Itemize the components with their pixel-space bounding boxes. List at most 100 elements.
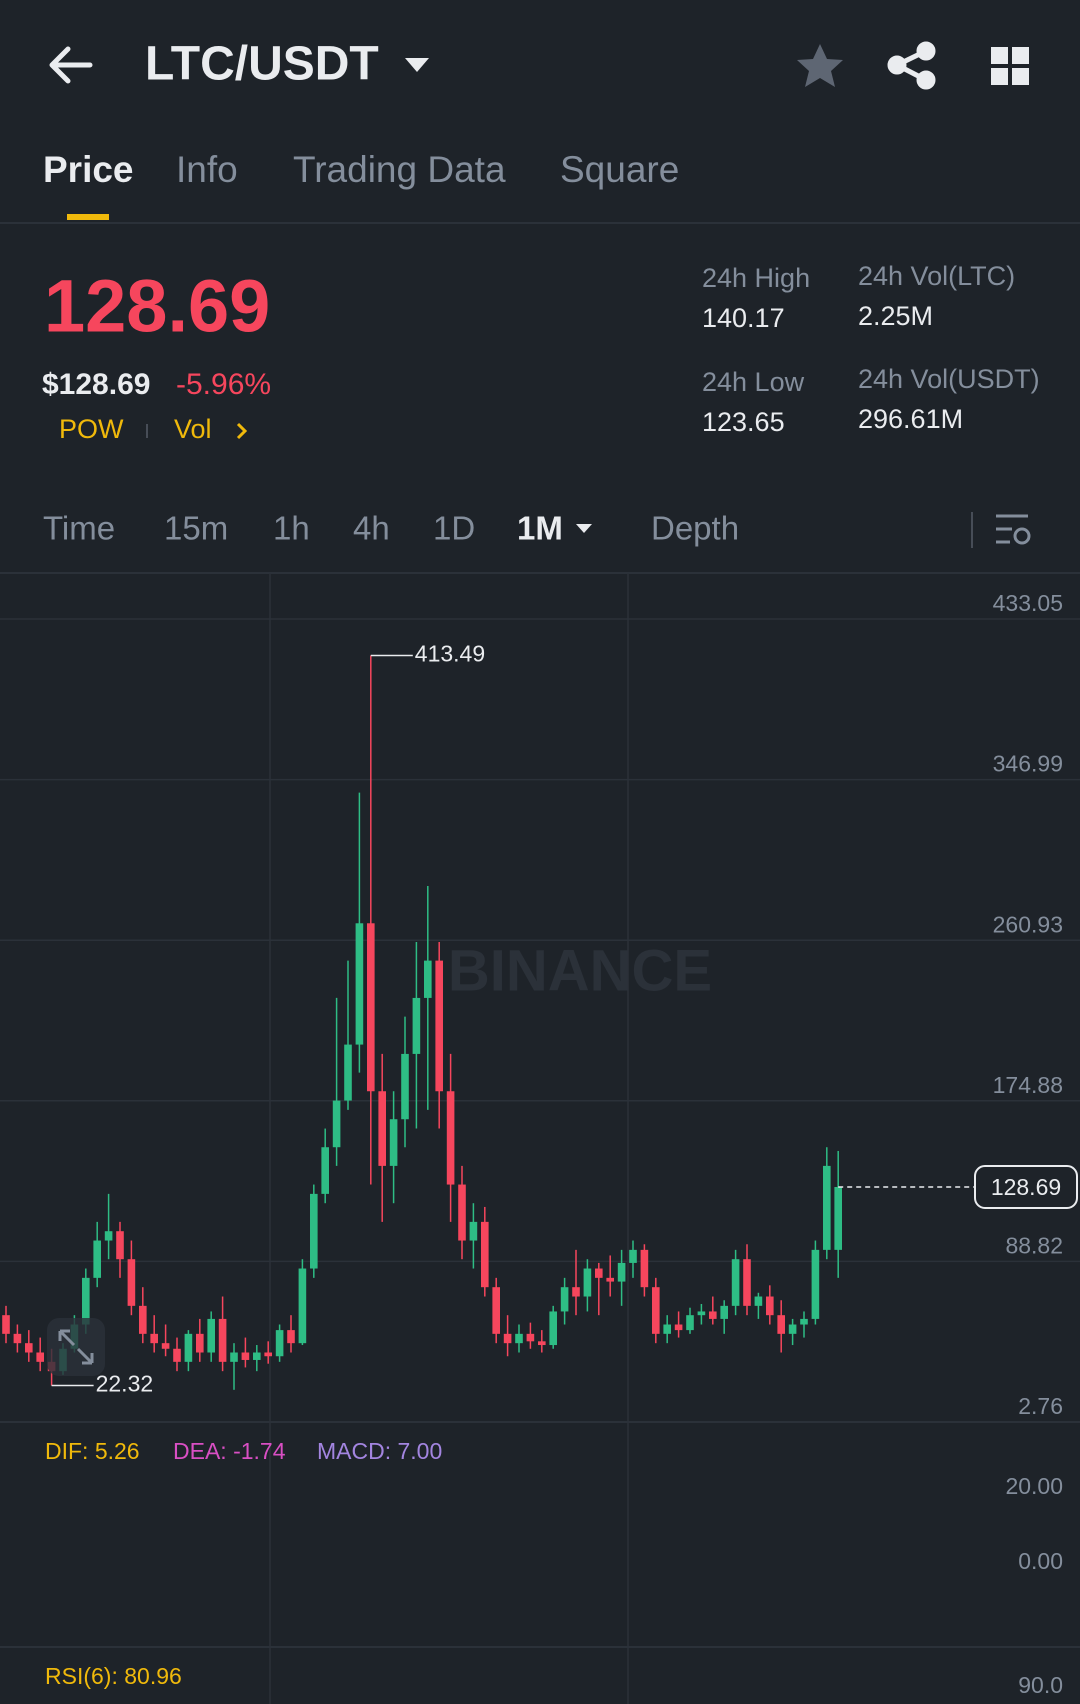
last-price-tag — [974, 1164, 1078, 1209]
candle-body — [218, 1318, 227, 1362]
last-price-usd: $128.69 — [42, 368, 150, 401]
candle-body — [731, 1259, 740, 1306]
share-icon[interactable] — [887, 41, 936, 90]
macd-tick-label: 20.00 — [1005, 1473, 1063, 1499]
candle-body — [82, 1277, 90, 1325]
candle-body — [709, 1311, 717, 1319]
interval[interactable]: Time — [43, 510, 115, 547]
candle-body — [652, 1287, 660, 1334]
tab[interactable]: Trading Data — [293, 149, 506, 190]
candle-body — [127, 1259, 136, 1306]
candle-body — [606, 1277, 614, 1282]
stat-label: 24h Vol(USDT) — [858, 364, 1040, 394]
candle-body — [743, 1259, 751, 1306]
candle-body — [766, 1296, 774, 1316]
candle-body — [811, 1249, 820, 1319]
candle-body — [344, 1044, 352, 1101]
candle-body — [640, 1249, 649, 1288]
candle-body — [287, 1330, 295, 1344]
low-label: 22.32 — [96, 1371, 154, 1397]
back-button[interactable] — [49, 46, 93, 84]
tab[interactable]: Info — [176, 149, 238, 190]
candle-body — [13, 1333, 22, 1344]
candle-body — [481, 1221, 489, 1288]
candle-body — [25, 1343, 33, 1353]
pair-title[interactable]: LTC/USDT — [145, 38, 379, 91]
candle-body — [720, 1305, 728, 1319]
candle-body — [332, 1100, 341, 1148]
candle-body — [241, 1352, 250, 1360]
grid-icon[interactable] — [991, 47, 1029, 85]
candle-body — [503, 1333, 512, 1344]
macd-tick-label: 0.00 — [1018, 1548, 1063, 1574]
interval[interactable]: 1M — [517, 510, 563, 547]
candle-body — [697, 1311, 706, 1316]
interval[interactable]: Depth — [651, 510, 739, 547]
rsi-label: RSI(6): 80.96 — [45, 1663, 182, 1689]
stat-value: 123.65 — [702, 407, 785, 437]
y-tick-label: 433.05 — [993, 590, 1063, 616]
candle-body — [788, 1324, 797, 1334]
candle-body — [446, 1091, 455, 1185]
stat-label: 24h Low — [702, 367, 805, 397]
y-tick-label: 88.82 — [1005, 1232, 1063, 1258]
candle-body — [424, 960, 432, 998]
pair-dropdown[interactable] — [405, 58, 429, 72]
macd-dif: DIF: 5.26 — [45, 1438, 140, 1464]
candle-body — [184, 1333, 193, 1362]
candle-body — [2, 1315, 10, 1334]
candle-body — [207, 1318, 215, 1353]
candle-body — [800, 1318, 808, 1325]
interval[interactable]: 15m — [164, 510, 228, 547]
candle-body — [583, 1268, 592, 1297]
interval-dropdown[interactable] — [576, 524, 592, 533]
candle-body — [321, 1147, 329, 1194]
expand-button[interactable] — [47, 1318, 105, 1376]
candle-body — [526, 1333, 535, 1342]
macd-value: MACD: 7.00 — [317, 1438, 442, 1464]
stat-value: 296.61M — [858, 404, 963, 434]
last-price: 128.69 — [44, 265, 270, 348]
candle-body — [264, 1352, 272, 1357]
candle-body — [412, 997, 421, 1054]
candle-body — [275, 1330, 284, 1357]
candle-body — [686, 1315, 694, 1331]
candle-body — [93, 1240, 101, 1278]
candle-body — [492, 1287, 500, 1334]
tag[interactable]: POW — [59, 414, 124, 444]
stat-value: 2.25M — [858, 301, 933, 331]
tag-arrow — [236, 422, 248, 440]
rsi-tick-label: 90.0 — [1018, 1672, 1063, 1698]
interval[interactable]: 4h — [353, 510, 390, 547]
macd-dea: DEA: -1.74 — [173, 1438, 286, 1464]
candle-body — [378, 1091, 386, 1166]
candle-body — [754, 1296, 763, 1306]
candle-body — [549, 1311, 557, 1346]
candle-body — [435, 960, 443, 1092]
chart-settings-icon[interactable] — [996, 514, 1031, 545]
y-tick-label: 2.76 — [1018, 1393, 1063, 1419]
interval[interactable]: 1h — [273, 510, 310, 547]
candle-body — [458, 1184, 466, 1241]
candle-body — [389, 1119, 398, 1166]
candle-body — [538, 1341, 546, 1346]
favorite-icon[interactable] — [797, 44, 843, 87]
candle-body — [355, 923, 364, 1045]
price-change: -5.96% — [176, 368, 271, 401]
stat-label: 24h Vol(LTC) — [858, 261, 1015, 291]
tag[interactable]: Vol — [174, 414, 212, 444]
high-label: 413.49 — [415, 641, 485, 667]
tab[interactable]: Price — [43, 149, 134, 190]
candle-body — [560, 1287, 569, 1312]
candle-body — [595, 1268, 603, 1278]
last-price-tag-label: 128.69 — [991, 1174, 1061, 1200]
y-tick-label: 174.88 — [993, 1072, 1063, 1098]
candle-body — [834, 1186, 842, 1250]
interval[interactable]: 1D — [433, 510, 475, 547]
candle-body — [617, 1262, 626, 1282]
candle-body — [36, 1352, 44, 1362]
tab[interactable]: Square — [560, 149, 679, 190]
